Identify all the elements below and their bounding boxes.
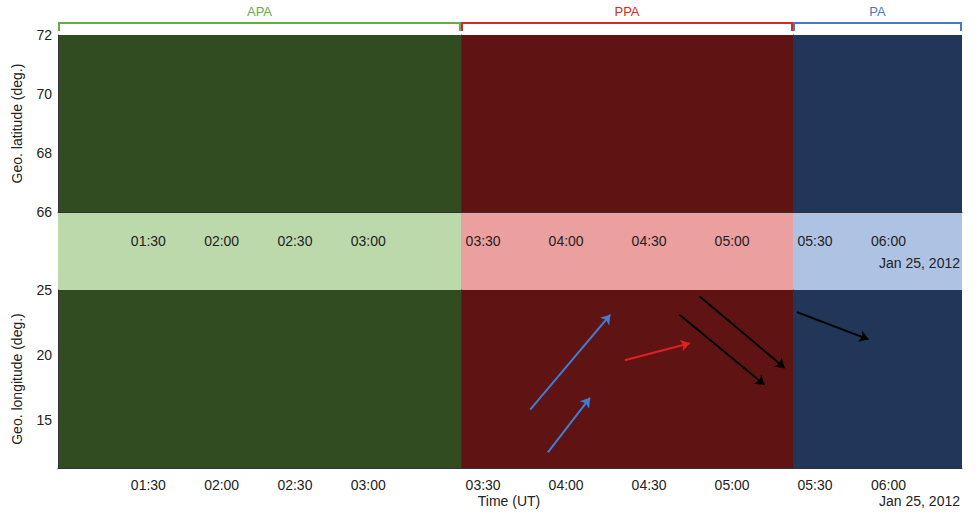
svg-text:05:30: 05:30 bbox=[798, 477, 833, 493]
svg-text:03:30: 03:30 bbox=[466, 233, 501, 249]
svg-text:05:30: 05:30 bbox=[798, 233, 833, 249]
svg-text:06:00: 06:00 bbox=[871, 233, 906, 249]
svg-text:15: 15 bbox=[36, 412, 52, 428]
svg-text:PPA: PPA bbox=[614, 4, 639, 19]
svg-text:04:00: 04:00 bbox=[549, 477, 584, 493]
svg-text:72: 72 bbox=[36, 27, 52, 43]
svg-text:01:30: 01:30 bbox=[131, 233, 166, 249]
svg-text:05:00: 05:00 bbox=[715, 233, 750, 249]
svg-text:66: 66 bbox=[36, 204, 52, 220]
svg-text:02:00: 02:00 bbox=[204, 233, 239, 249]
svg-text:Jan 25, 2012: Jan 25, 2012 bbox=[879, 255, 960, 271]
svg-text:05:00: 05:00 bbox=[715, 477, 750, 493]
svg-text:Geo. longitude (deg.): Geo. longitude (deg.) bbox=[9, 313, 25, 445]
svg-text:02:30: 02:30 bbox=[277, 233, 312, 249]
svg-text:03:00: 03:00 bbox=[351, 233, 386, 249]
svg-text:04:30: 04:30 bbox=[632, 477, 667, 493]
svg-text:70: 70 bbox=[36, 86, 52, 102]
svg-text:25: 25 bbox=[36, 282, 52, 298]
svg-text:Jan 25, 2012: Jan 25, 2012 bbox=[879, 493, 960, 509]
svg-text:Time (UT): Time (UT) bbox=[478, 493, 540, 509]
svg-text:20: 20 bbox=[36, 347, 52, 363]
svg-text:03:00: 03:00 bbox=[351, 477, 386, 493]
svg-text:68: 68 bbox=[36, 145, 52, 161]
svg-text:06:00: 06:00 bbox=[871, 477, 906, 493]
svg-text:03:30: 03:30 bbox=[466, 477, 501, 493]
svg-text:APA: APA bbox=[247, 4, 272, 19]
svg-text:PA: PA bbox=[869, 4, 886, 19]
svg-text:02:30: 02:30 bbox=[277, 477, 312, 493]
svg-text:Geo. latitude (deg.): Geo. latitude (deg.) bbox=[9, 64, 25, 184]
svg-text:04:30: 04:30 bbox=[632, 233, 667, 249]
svg-text:04:00: 04:00 bbox=[549, 233, 584, 249]
svg-text:01:30: 01:30 bbox=[131, 477, 166, 493]
svg-text:02:00: 02:00 bbox=[204, 477, 239, 493]
